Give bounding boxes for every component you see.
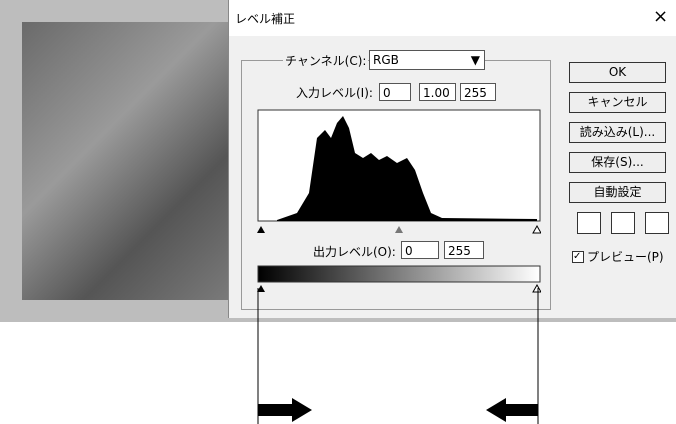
right-arrow [258,398,312,422]
left-arrow [486,398,538,422]
page: レベル補正 × チャンネル(C): RGB▼ 入力レベル(I): 0 1.00 … [0,0,676,424]
annotation [0,0,676,424]
